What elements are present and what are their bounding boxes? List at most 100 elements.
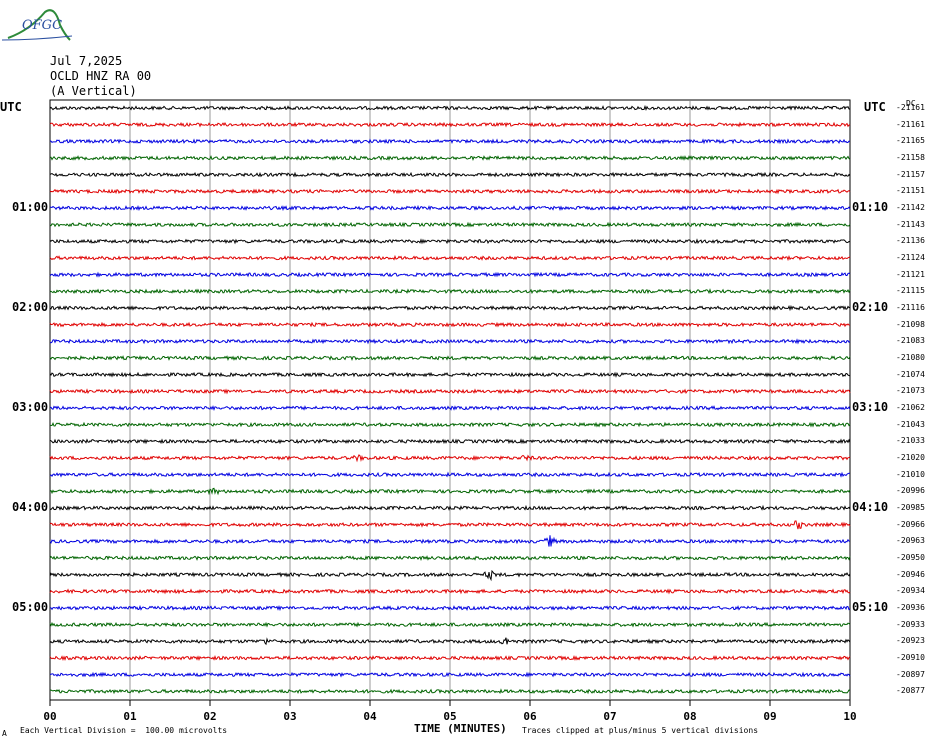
header-date: Jul 7,2025 — [50, 54, 123, 68]
trace-line — [49, 304, 851, 312]
trace-line — [49, 221, 851, 228]
chart-traces — [49, 104, 851, 695]
right-time-label: 05:10 — [852, 600, 889, 614]
right-time-label: 04:10 — [852, 500, 889, 514]
dc-offset-label: -20897 — [896, 669, 925, 679]
left-time-label: 03:00 — [12, 400, 49, 414]
dc-offset-label: -21062 — [896, 403, 925, 412]
trace-line — [49, 671, 851, 678]
trace-line — [49, 438, 851, 445]
chart-grid — [49, 99, 851, 706]
dc-offset-label: -21074 — [896, 369, 925, 379]
dc-offset-label: -21165 — [896, 136, 925, 146]
dc-offset-label: -21151 — [896, 186, 925, 196]
ofgc-logo — [1, 9, 73, 41]
x-tick-label: 00 — [43, 710, 57, 723]
right-time-label: 01:10 — [852, 200, 889, 214]
x-tick-label: 07 — [603, 710, 617, 723]
dc-offset-label: -21158 — [896, 153, 925, 162]
dc-offset-label: -20877 — [896, 686, 925, 696]
trace-line — [49, 104, 851, 111]
dc-offset-label: -20910 — [896, 653, 925, 662]
dc-offset-label: -20985 — [896, 503, 925, 512]
trace-line — [49, 504, 851, 511]
dc-offset-label: -21115 — [896, 286, 925, 296]
dc-offset-label: -20950 — [896, 553, 925, 562]
trace-line — [49, 421, 851, 428]
x-tick-label: 03 — [283, 710, 297, 723]
trace-line — [49, 388, 851, 395]
dc-offset-label: -20923 — [896, 636, 925, 646]
trace-line — [49, 471, 851, 478]
trace-line — [49, 487, 851, 496]
trace-line — [49, 271, 851, 278]
trace-line — [49, 171, 851, 178]
dc-offset-label: -20946 — [896, 569, 925, 579]
dc-offset-label: -21136 — [896, 236, 925, 246]
footer-mark: A — [2, 729, 7, 738]
trace-line — [49, 238, 851, 245]
dc-offset-label: -20966 — [896, 519, 925, 529]
footer-scale-note: Each Vertical Division = 100.00 microvol… — [20, 726, 228, 735]
x-tick-label: 04 — [363, 710, 377, 723]
x-tick-label: 01 — [123, 710, 137, 723]
trace-line — [49, 204, 851, 212]
dc-offset-label: -21083 — [896, 336, 925, 346]
x-tick-label: 09 — [763, 710, 777, 723]
trace-line — [49, 688, 851, 695]
dc-offset-label: -21020 — [896, 453, 925, 462]
trace-line — [49, 555, 851, 561]
dc-offset-label: -21010 — [896, 469, 925, 479]
right-time-label: 03:10 — [852, 400, 889, 414]
x-tick-label: 10 — [843, 710, 857, 723]
left-time-label: 04:00 — [12, 500, 49, 514]
header-component: (A Vertical) — [50, 84, 137, 98]
x-tick-label: 08 — [683, 710, 697, 723]
trace-line — [49, 604, 851, 612]
x-axis-title: TIME (MINUTES) — [414, 722, 507, 735]
dc-offset-label: -20933 — [896, 619, 925, 629]
dc-offset-label: -21080 — [896, 353, 925, 362]
utc-left-label: UTC — [0, 100, 22, 114]
trace-line — [49, 155, 851, 161]
left-time-label: 02:00 — [12, 300, 49, 314]
dc-offset-label: -21161 — [896, 103, 925, 112]
trace-line — [49, 254, 851, 262]
dc-offset-label: -21124 — [896, 253, 925, 262]
trace-line — [49, 637, 851, 646]
dc-offset-label: -21121 — [896, 269, 925, 279]
right-time-label: 02:10 — [852, 300, 889, 314]
left-time-label: 05:00 — [12, 600, 49, 614]
dc-offset-label: -21157 — [896, 169, 925, 179]
trace-line — [49, 588, 851, 595]
utc-right-label: UTC — [864, 100, 886, 114]
trace-line — [49, 121, 851, 128]
x-tick-label: 05 — [443, 710, 457, 723]
trace-line — [49, 520, 851, 530]
header-station: OCLD HNZ RA 00 — [50, 69, 152, 83]
trace-line — [49, 454, 851, 463]
trace-line — [49, 338, 851, 345]
trace-line — [49, 654, 851, 662]
trace-line — [49, 405, 851, 412]
trace-line — [49, 355, 851, 362]
trace-line — [49, 569, 851, 582]
dc-offset-label: -20963 — [896, 536, 925, 546]
dc-offset-label: -21161 — [896, 119, 925, 129]
left-time-label: 01:00 — [12, 200, 49, 214]
dc-offset-label: -21098 — [896, 319, 925, 329]
dc-label: DC — [906, 99, 916, 108]
x-tick-label: 06 — [523, 710, 537, 723]
x-tick-label: 02 — [203, 710, 217, 723]
dc-offset-label: -21142 — [896, 203, 925, 212]
trace-line — [49, 138, 851, 145]
trace-line — [49, 371, 851, 378]
footer-clip-note: Traces clipped at plus/minus 5 vertical … — [522, 726, 759, 735]
dc-offset-label: -20936 — [896, 603, 925, 612]
trace-line — [49, 535, 851, 547]
logo-text: OFGC — [22, 18, 63, 33]
trace-line — [49, 288, 851, 295]
dc-offset-label: -21116 — [896, 303, 925, 312]
dc-offset-label: -20996 — [896, 486, 925, 496]
